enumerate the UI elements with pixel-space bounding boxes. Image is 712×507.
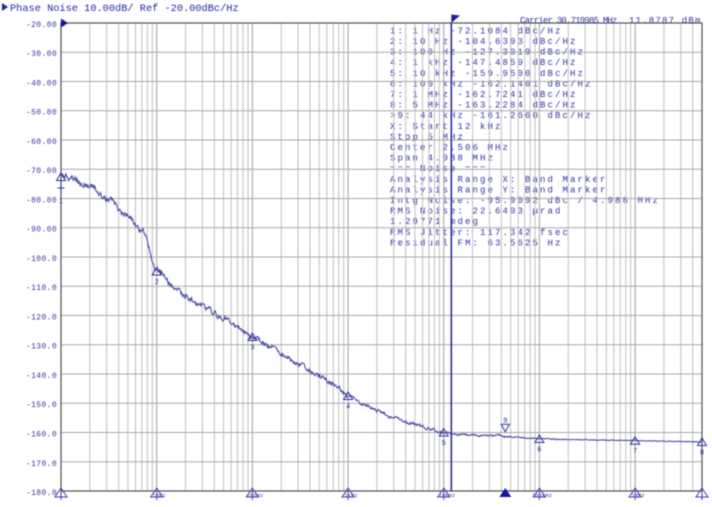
svg-text:Phase Noise 10.00dB/ Ref -20.0: Phase Noise 10.00dB/ Ref -20.00dBc/Hz <box>10 3 239 15</box>
svg-text:-160.0: -160.0 <box>26 431 57 440</box>
svg-text:RMS Noise: 22.6493 µrad: RMS Noise: 22.6493 µrad <box>390 207 563 217</box>
svg-text:8: 8 <box>700 450 704 458</box>
svg-text:RMS Jitter: 117.342 fsec: RMS Jitter: 117.342 fsec <box>390 228 570 238</box>
svg-text:100kHz: 100kHz <box>532 492 552 499</box>
svg-text:-60.00: -60.00 <box>26 138 57 147</box>
svg-text:Stop 5 MHz: Stop 5 MHz <box>390 132 465 142</box>
svg-text:7: 7 <box>633 448 637 456</box>
svg-text:1.29771 mdeg: 1.29771 mdeg <box>390 217 480 227</box>
svg-text:1: 1 <box>59 198 63 206</box>
svg-text:-180.0: -180.0 <box>26 489 57 498</box>
svg-text:-90.00: -90.00 <box>26 226 57 235</box>
svg-text:8: 5 MHz -163.2284 dBc/Hz: 8: 5 MHz -163.2284 dBc/Hz <box>390 101 578 111</box>
svg-text:4: 4 <box>346 404 350 412</box>
svg-text:-130.0: -130.0 <box>26 343 57 352</box>
svg-text:10Hz: 10Hz <box>152 492 165 499</box>
svg-text:5: 5 <box>442 440 446 448</box>
svg-text:-30.00: -30.00 <box>26 50 57 59</box>
svg-text:-150.0: -150.0 <box>26 401 57 410</box>
svg-text:10kHz: 10kHz <box>439 492 456 499</box>
svg-text:-140.0: -140.0 <box>26 372 57 381</box>
svg-text:100Hz: 100Hz <box>247 492 264 499</box>
svg-text:Center 2.506 MHz: Center 2.506 MHz <box>390 143 510 153</box>
svg-text:-80.00: -80.00 <box>26 197 57 206</box>
svg-text:-40.00: -40.00 <box>26 80 57 89</box>
svg-text:-110.0: -110.0 <box>26 284 57 293</box>
svg-text:-50.00: -50.00 <box>26 109 57 118</box>
svg-text:Residual FM: 63.5625 Hz: Residual FM: 63.5625 Hz <box>390 238 563 248</box>
svg-text:6: 6 <box>537 447 541 455</box>
svg-text:5: 10 kHz -159.9590 dBc/Hz: 5: 10 kHz -159.9590 dBc/Hz <box>390 69 585 79</box>
svg-text:7: 1 MHz -162.7241 dBc/Hz: 7: 1 MHz -162.7241 dBc/Hz <box>390 90 578 100</box>
svg-text:1kHz: 1kHz <box>344 492 357 499</box>
svg-text:11.8787 dBm: 11.8787 dBm <box>629 16 702 26</box>
svg-text:>9: 44 kHz -161.2660 dBc/Hz: >9: 44 kHz -161.2660 dBc/Hz <box>390 111 593 121</box>
svg-text:-100.0: -100.0 <box>26 255 57 264</box>
svg-text:2: 10 Hz -104.6393 dBc/Hz: 2: 10 Hz -104.6393 dBc/Hz <box>390 37 578 47</box>
svg-text:-20.00: -20.00 <box>26 21 57 30</box>
svg-text:1MHz: 1MHz <box>631 492 644 499</box>
svg-text:4: 1 kHz -147.4859 dBc/Hz: 4: 1 kHz -147.4859 dBc/Hz <box>390 58 578 68</box>
svg-text:-120.0: -120.0 <box>26 314 57 323</box>
svg-text:3: 3 <box>250 345 254 353</box>
svg-text:6: 100 kHz -162.1401 dBc/Hz: 6: 100 kHz -162.1401 dBc/Hz <box>390 79 593 89</box>
svg-text:X: Start 12 kHz: X: Start 12 kHz <box>390 122 503 132</box>
svg-text:2: 2 <box>155 279 159 287</box>
svg-text:1: 1 Hz -72.1084 dBc/Hz: 1: 1 Hz -72.1084 dBc/Hz <box>390 26 563 36</box>
svg-text:-170.0: -170.0 <box>26 460 57 469</box>
svg-text:-70.00: -70.00 <box>26 167 57 176</box>
